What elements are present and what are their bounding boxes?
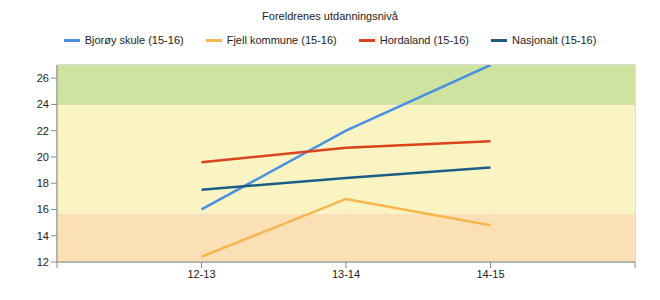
svg-text:26: 26 [37, 72, 49, 84]
svg-text:24: 24 [37, 98, 49, 110]
html-text:Bjorøy skule (15-16): Bjorøy skule (15-16) [84, 34, 184, 46]
svg-text:18: 18 [37, 177, 49, 189]
svg-text:16: 16 [37, 203, 49, 215]
svg-text:14: 14 [37, 230, 49, 242]
svg-text:13-14: 13-14 [332, 268, 360, 280]
html-text:Nasjonalt (15-16): Nasjonalt (15-16) [512, 34, 597, 46]
html-text:Hordaland (15-16): Hordaland (15-16) [379, 34, 469, 46]
svg-text:12: 12 [37, 256, 49, 268]
html-text:Foreldrenes utdanningsnivå: Foreldrenes utdanningsnivå [262, 10, 398, 22]
svg-text:14-15: 14-15 [476, 268, 504, 280]
svg-text:20: 20 [37, 151, 49, 163]
html-text:Fjell kommune (15-16): Fjell kommune (15-16) [226, 34, 337, 46]
svg-text:12-13: 12-13 [187, 268, 215, 280]
svg-text:22: 22 [37, 125, 49, 137]
